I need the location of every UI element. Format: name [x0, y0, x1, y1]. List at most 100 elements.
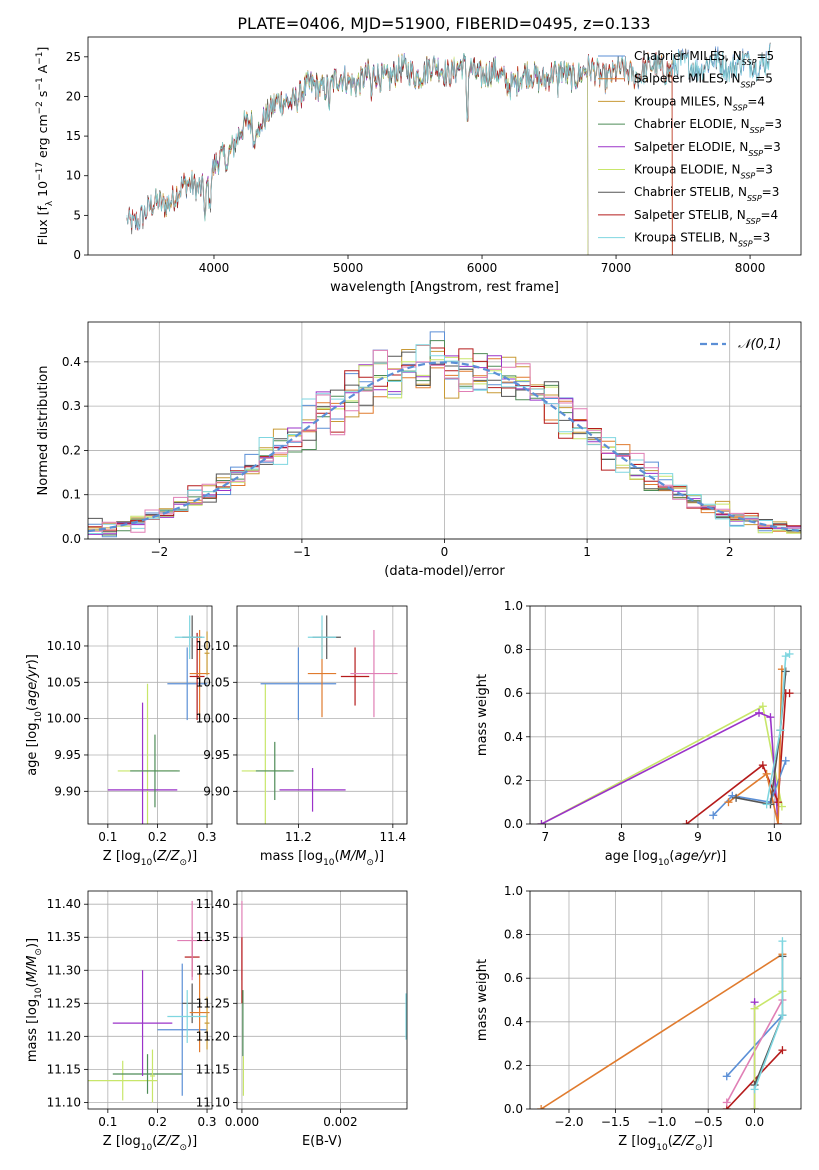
legend-label: Chabrier MILES, NSSP=5	[634, 49, 774, 67]
panel-mass-vs-Z: 0.1 0.2 0.3 11.10 11.15 11.20 11.25 11.30 11.35 1…	[25, 890, 217, 1153]
y-tick-label: 10.10	[47, 639, 81, 653]
legend-subscript: SSP	[746, 216, 761, 225]
label-part: M/M	[25, 956, 40, 983]
label-part: ⊙	[34, 948, 44, 956]
weight-marker	[778, 1011, 787, 1020]
label-part: mass [	[25, 1019, 40, 1062]
x-tick-label: 11.4	[379, 830, 406, 844]
weight-marker	[537, 1105, 546, 1109]
weight-marker	[722, 1072, 731, 1081]
weight-marker	[781, 756, 790, 765]
axes-frame	[87, 605, 213, 825]
label-part: Z [	[103, 1134, 121, 1149]
x-tick-label: 0.1	[98, 830, 117, 844]
label-part: 10	[35, 181, 50, 201]
label-part: )]	[187, 1134, 197, 1149]
label-part: mass [	[260, 849, 303, 864]
errorbars	[88, 900, 210, 1103]
errorbar-point	[204, 996, 210, 1050]
x-tick-label: 8000	[735, 261, 766, 275]
errorbar-point	[255, 741, 294, 801]
label-part: age/yr	[25, 663, 40, 706]
x-axis-label: (data-model)/error	[384, 564, 505, 579]
y-axis-label: mass weight	[475, 959, 490, 1041]
x-tick-label: 9	[694, 830, 702, 844]
x-tick-label: −0.5	[694, 1115, 723, 1129]
label-part: Z [	[618, 1134, 636, 1149]
errorbar-point	[340, 647, 370, 706]
x-tick-label: 8	[618, 830, 626, 844]
label-part: ⊙	[695, 1143, 703, 1153]
label-part: 10	[34, 711, 44, 723]
y-tick-label: 11.10	[47, 1095, 81, 1109]
x-tick-label: 11.2	[285, 830, 312, 844]
x-tick-label: 0.2	[148, 1115, 167, 1129]
legend-name: Salpeter ELODIE, N	[634, 140, 748, 154]
x-tick-label: 7000	[601, 261, 632, 275]
weight-marker	[774, 820, 783, 824]
legend-count: =3	[753, 231, 771, 245]
errorbars	[241, 900, 407, 1096]
y-tick-label: 0.1	[62, 488, 81, 502]
legend-label: Chabrier STELIB, NSSP=3	[634, 185, 779, 203]
y-tick-label: 10.05	[196, 675, 230, 689]
legend-count: =3	[764, 117, 782, 131]
label-part: age/yr	[674, 849, 717, 864]
y-tick-label: 0.0	[504, 817, 523, 831]
legend-count: =3	[762, 185, 780, 199]
y-tick-label: 11.15	[47, 1062, 81, 1076]
errorbar-point	[307, 615, 337, 660]
y-tick-label: 5	[73, 208, 81, 222]
legend-subscript: SSP	[742, 58, 757, 67]
label-part: )]	[716, 849, 726, 864]
y-tick-label: 11.40	[196, 897, 230, 911]
weight-series-line	[728, 669, 783, 824]
spectrum-series-line	[126, 44, 771, 229]
y-tick-label: 0.0	[62, 532, 81, 546]
axes-frame	[87, 890, 213, 1110]
label-part: ]	[35, 47, 50, 52]
label-part: M/M	[340, 849, 367, 864]
label-part: −2	[35, 101, 45, 114]
label-part: log	[636, 1134, 656, 1149]
y-tick-label: 0.2	[62, 443, 81, 457]
errorbar-point	[189, 632, 205, 721]
x-tick-label: −2.0	[554, 1115, 583, 1129]
label-part: E(B-V)	[302, 1134, 342, 1149]
weight-marker	[778, 937, 787, 946]
label-part: )]	[703, 1134, 713, 1149]
errorbar-point	[167, 990, 208, 1043]
label-part: (	[25, 706, 40, 711]
y-tick-label: 11.30	[47, 963, 81, 977]
y-tick-label: 11.25	[47, 996, 81, 1010]
y-tick-label: 11.20	[47, 1029, 81, 1043]
errorbar-point	[150, 1049, 155, 1103]
errorbar-point	[112, 1054, 183, 1094]
x-axis-label: mass [log10(M/M⊙)]	[260, 849, 384, 868]
errorbar-point	[112, 970, 173, 1076]
label-part: λ	[45, 200, 55, 206]
legend-label: Kroupa ELODIE, NSSP=3	[634, 163, 773, 181]
label-part: 10	[658, 858, 670, 868]
legend-count: =3	[755, 163, 773, 177]
weight-marker	[750, 1004, 759, 1013]
label-part: (data-model)/error	[384, 564, 505, 579]
x-axis-label: wavelength [Angstrom, rest frame]	[330, 280, 559, 295]
y-tick-label: 9.95	[203, 748, 230, 762]
legend-label: 𝒩(0,1)	[738, 337, 781, 352]
y-tick-label: 0.2	[504, 773, 523, 787]
weight-marker	[682, 820, 691, 824]
label-part: Flux [	[35, 211, 50, 246]
label-part: )]	[374, 849, 384, 864]
histogram-step	[88, 344, 801, 534]
label-part: (	[668, 1134, 673, 1149]
weight-marker	[762, 800, 771, 809]
x-axis-label: Z [log10(Z/Z⊙)]	[103, 1134, 197, 1153]
y-tick-label: 0	[73, 248, 81, 262]
y-tick-label: 11.35	[196, 930, 230, 944]
label-part: log	[25, 723, 40, 743]
label-part: 10	[34, 987, 44, 999]
y-tick-label: 0.2	[504, 1058, 523, 1072]
weight-marker	[724, 798, 733, 807]
